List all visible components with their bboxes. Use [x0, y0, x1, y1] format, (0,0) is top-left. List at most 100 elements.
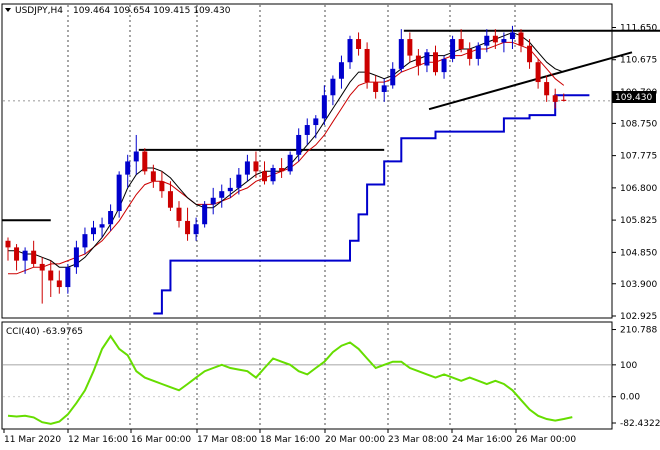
- candlesticks: [5, 25, 567, 304]
- time-axis: 11 Mar 2020 12 Mar 16:00 16 Mar 00:00 17 Ma…: [3, 429, 576, 445]
- x-tick-label: 18 Mar 16:00: [260, 435, 320, 445]
- candle-body: [142, 151, 148, 172]
- current-price-tag-bg: [612, 91, 656, 103]
- candle-body: [31, 250, 37, 264]
- indicator-axis: 210.788 100 0.00 -82.4322: [612, 326, 660, 429]
- y-tick-label: 106.800: [620, 184, 657, 194]
- collapse-arrow-icon[interactable]: [5, 8, 11, 12]
- candle-body: [535, 62, 541, 83]
- price-pane-frame: [1, 3, 613, 319]
- y-tick-label: 105.825: [620, 216, 657, 226]
- candle-body: [202, 204, 208, 225]
- candle-body: [552, 95, 558, 102]
- x-tick-label: 11 Mar 2020: [4, 435, 61, 445]
- candle-body: [544, 82, 550, 96]
- candle-body: [82, 234, 88, 248]
- ma-black-line: [8, 31, 564, 268]
- candle-body: [210, 197, 216, 205]
- candle-body: [433, 52, 438, 73]
- indicator-pane-frame: [1, 321, 613, 430]
- y-tick-label: 103.900: [620, 280, 657, 290]
- candle-body: [338, 62, 344, 79]
- candle-body: [561, 99, 567, 101]
- candle-body: [450, 39, 456, 59]
- cci-tick-label: 0.00: [620, 393, 640, 403]
- x-tick-label: 24 Mar 16:00: [452, 435, 512, 445]
- candle-body: [347, 39, 353, 63]
- y-tick-label: 102.925: [620, 312, 657, 322]
- current-price-tag: 109.430: [615, 93, 652, 103]
- candle-body: [244, 161, 250, 175]
- y-tick-label: 107.775: [620, 152, 657, 162]
- candle-body: [253, 161, 259, 172]
- candle-body: [296, 134, 302, 155]
- candle-body: [91, 227, 96, 235]
- vertical-gridlines: [3, 5, 611, 428]
- candle-body: [185, 220, 191, 235]
- candle-body: [321, 95, 327, 119]
- candle-body: [415, 55, 421, 66]
- candle-body: [364, 48, 370, 83]
- candle-body: [5, 240, 11, 248]
- candle-body: [441, 58, 447, 73]
- support-channel-line: [153, 94, 590, 315]
- candle-body: [313, 118, 319, 126]
- x-tick-label: 16 Mar 00:00: [131, 435, 191, 445]
- candle-body: [527, 45, 533, 63]
- y-tick-label: 111.650: [620, 23, 657, 33]
- candle-body: [48, 270, 54, 281]
- trendline: [428, 51, 633, 111]
- candle-body: [133, 151, 139, 162]
- candle-body: [492, 35, 498, 43]
- price-series: [8, 31, 590, 315]
- x-tick-label: 20 Mar 00:00: [325, 435, 385, 445]
- candle-body: [373, 82, 379, 92]
- x-tick-label: 17 Mar 08:00: [197, 435, 257, 445]
- x-tick-label: 23 Mar 08:00: [388, 435, 448, 445]
- candle-body: [287, 154, 293, 172]
- candle-body: [193, 224, 199, 235]
- y-tick-label: 104.850: [620, 248, 657, 258]
- y-tick-label: 110.675: [620, 56, 657, 66]
- candle-body: [116, 174, 122, 212]
- cci-line: [7, 334, 573, 425]
- candle-body: [22, 250, 28, 261]
- y-tick-label: 108.750: [620, 119, 657, 129]
- candle-body: [99, 224, 105, 228]
- candle-body: [39, 263, 45, 271]
- candle-body: [398, 39, 404, 69]
- candle-body: [390, 68, 396, 86]
- ohlc-readout: 109.464 109.654 109.415 109.430: [73, 6, 231, 16]
- candle-body: [407, 39, 413, 56]
- x-tick-label: 12 Mar 16:00: [68, 435, 128, 445]
- candle-body: [467, 48, 473, 59]
- candle-body: [56, 280, 62, 288]
- candle-body: [304, 125, 310, 135]
- cci-indicator: [7, 334, 573, 425]
- cci-tick-label: 210.788: [620, 326, 657, 336]
- candle-body: [330, 78, 336, 96]
- candle-body: [14, 247, 20, 261]
- candle-body: [279, 168, 285, 172]
- cci-label: CCI(40) -63.9765: [6, 327, 83, 337]
- ma-red-line: [8, 41, 565, 275]
- candle-body: [125, 161, 131, 175]
- candle-body: [108, 211, 114, 225]
- candle-body: [381, 85, 387, 92]
- cci-tick-label: -82.4322: [620, 419, 660, 429]
- price-axis: 111.650110.675109.700108.750107.775106.8…: [612, 23, 657, 322]
- candle-body: [227, 187, 233, 192]
- candle-body: [424, 52, 430, 66]
- candle-body: [484, 35, 490, 46]
- candle-body: [458, 39, 464, 49]
- x-tick-label: 26 Mar 00:00: [516, 435, 576, 445]
- candle-body: [356, 39, 362, 49]
- candle-body: [65, 267, 71, 288]
- candle-body: [501, 39, 507, 43]
- candle-body: [159, 181, 165, 192]
- cci-tick-label: 100: [620, 361, 637, 371]
- chart-title: USDJPY,H4: [15, 6, 63, 16]
- candle-body: [509, 32, 515, 40]
- candle-body: [73, 247, 79, 268]
